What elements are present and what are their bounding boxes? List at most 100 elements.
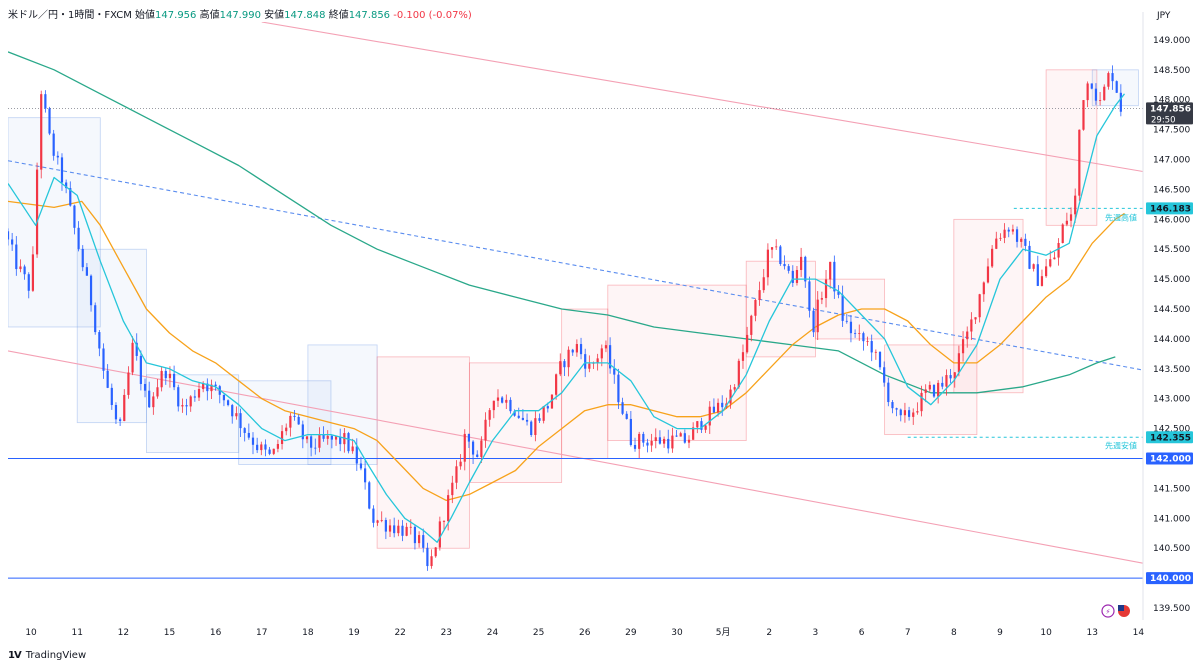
candle-body [912, 412, 915, 417]
lightning-icon [1101, 604, 1115, 618]
candle-body [733, 387, 736, 390]
price-tick-label: 145.000 [1153, 275, 1190, 285]
candle-body [1065, 220, 1068, 225]
candle-body [1057, 242, 1060, 258]
candle-body [575, 344, 578, 353]
candle-body [829, 261, 832, 280]
candle-body [1003, 229, 1006, 238]
time-tick-label: 14 [1133, 628, 1145, 638]
candle-body [858, 333, 861, 334]
candle-body [434, 547, 437, 557]
candle-body [555, 374, 558, 395]
candle-body [671, 435, 674, 449]
open-value: 147.956 [155, 10, 197, 21]
candle-body [172, 373, 176, 388]
candle-body [588, 363, 591, 369]
candle-body [800, 256, 803, 270]
brand-name: TradingView [25, 650, 87, 661]
tradingview-logo-icon: 𝟭𝗩 [8, 650, 22, 661]
candle-body [596, 358, 599, 363]
candle-body [413, 526, 417, 544]
candle-body [883, 367, 886, 383]
candle-body [687, 439, 691, 443]
time-tick-label: 3 [813, 628, 819, 638]
range-box [1045, 69, 1098, 226]
candle-body [206, 383, 209, 392]
candle-body [920, 392, 923, 412]
candle-body [941, 382, 944, 387]
time-tick-label: 10 [25, 628, 37, 638]
candle-body [895, 408, 898, 410]
candle-body [675, 435, 678, 437]
candle-body [260, 444, 263, 451]
candle-body [322, 434, 325, 439]
high-label: 高値 [199, 10, 220, 21]
candle-body [525, 419, 529, 422]
low-value: 147.848 [284, 10, 326, 21]
last-week-high-note: 先週高値 [1105, 212, 1137, 222]
candle-body [550, 394, 554, 409]
candle-body [729, 389, 732, 404]
candle-body [970, 319, 973, 332]
candle-body [903, 410, 907, 416]
candle-body [48, 108, 51, 134]
candle-body [214, 384, 217, 387]
candle-body [870, 341, 873, 353]
candle-body [766, 249, 769, 278]
candle-body [384, 520, 387, 532]
candle-body [1111, 73, 1114, 82]
range-box [953, 218, 1024, 394]
candle-body [899, 409, 902, 416]
upper-channel-line [261, 22, 1143, 173]
candle-body [102, 348, 105, 371]
candle-body [447, 495, 450, 522]
time-tick-label: 19 [348, 628, 360, 638]
candle-body [1024, 238, 1027, 246]
time-tick-label: 17 [256, 628, 267, 638]
candle-body [791, 270, 794, 283]
time-tick-label: 8 [951, 628, 957, 638]
candle-body [716, 402, 720, 413]
candle-body [235, 413, 238, 417]
range-box [376, 356, 470, 549]
candle-body [704, 425, 707, 430]
candle-body [376, 520, 379, 523]
candle-body [824, 279, 828, 299]
change-value: -0.100 (-0.07%) [393, 10, 472, 21]
tradingview-brand[interactable]: 𝟭𝗩 TradingView [8, 650, 86, 661]
candle-body [986, 266, 990, 283]
price-tick-label: 139.500 [1153, 604, 1190, 614]
candle-body [783, 263, 786, 267]
candle-body [285, 427, 288, 432]
candle-body [467, 433, 471, 442]
candle-body [787, 266, 790, 271]
candle-body [81, 248, 84, 268]
candle-body [372, 508, 375, 523]
time-tick-label: 22 [394, 628, 405, 638]
price-tick-label: 142.500 [1153, 425, 1190, 435]
candle-body [52, 133, 55, 156]
candle-body [35, 169, 39, 255]
candle-body [268, 449, 271, 454]
candle-body [853, 333, 857, 334]
candle-body [629, 418, 632, 445]
candle-body [600, 348, 603, 359]
candle-body [393, 525, 396, 534]
candle-body [501, 397, 504, 403]
candle-body [1098, 100, 1102, 101]
candle-body [355, 446, 358, 464]
us-flag-canton [1118, 605, 1124, 611]
countdown-text: 29:50 [1151, 115, 1176, 125]
candle-body [23, 266, 26, 275]
candle-body [110, 387, 113, 406]
symbol-title: 米ドル／円・1時間・FXCM [8, 10, 132, 21]
candle-body [409, 526, 412, 528]
price-tick-label: 146.500 [1153, 185, 1190, 195]
candle-body [1011, 229, 1014, 232]
time-tick-label: 15 [164, 628, 175, 638]
candle-body [451, 482, 454, 496]
candle-body [351, 446, 354, 452]
candle-body [1036, 264, 1039, 286]
